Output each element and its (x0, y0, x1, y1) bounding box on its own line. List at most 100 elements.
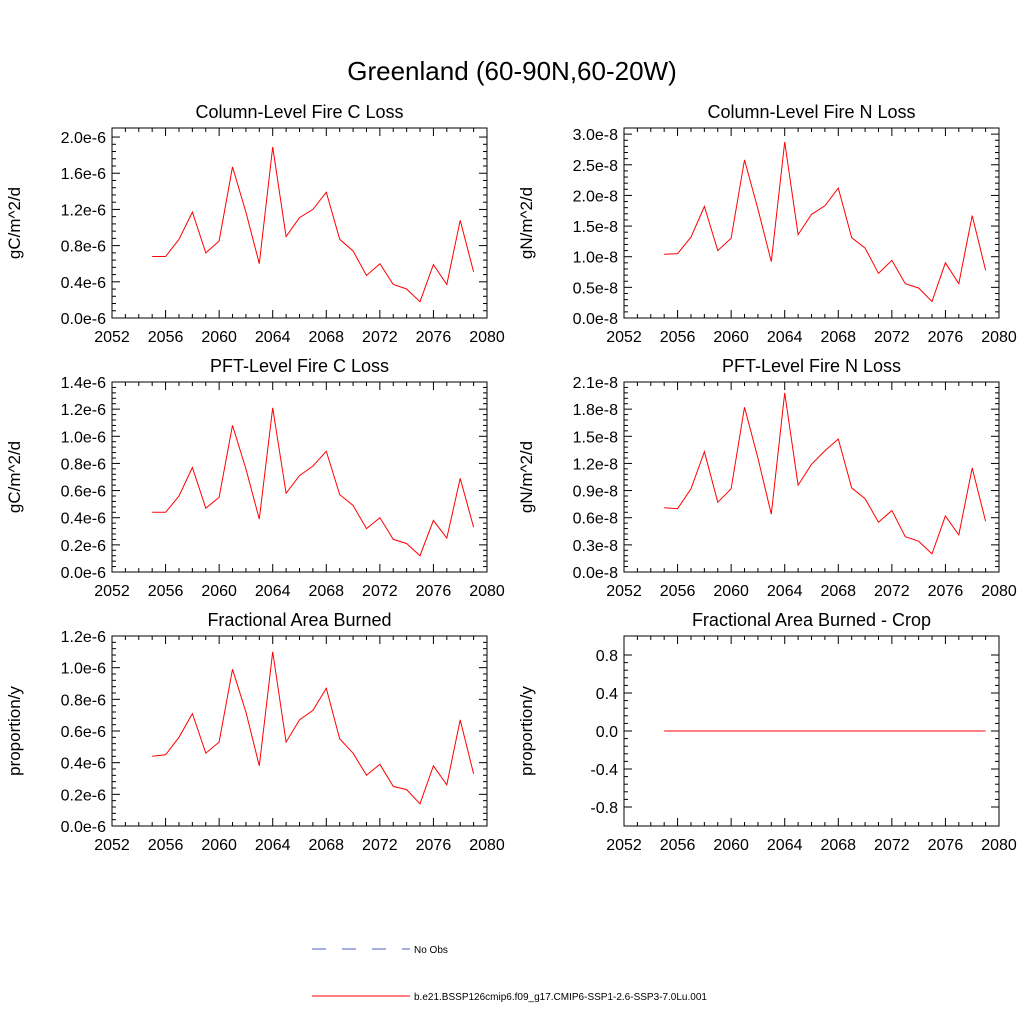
x-tick-label: 2060 (713, 583, 749, 600)
series-line-1 (152, 407, 475, 557)
x-tick-label: 2064 (767, 583, 803, 600)
x-tick-label: 2080 (981, 583, 1017, 600)
x-tick-label: 2068 (820, 583, 856, 600)
y-axis-label: proportion/y (517, 686, 536, 776)
series-line-1 (152, 146, 475, 303)
panel-title: Fractional Area Burned - Crop (692, 610, 931, 630)
y-tick-label: 1.2e-6 (61, 202, 106, 219)
y-tick-label: 1.0e-6 (61, 429, 106, 446)
x-tick-label: 2080 (981, 837, 1017, 854)
y-tick-label: 0.4e-6 (61, 511, 106, 528)
y-tick-label: 0.0e-6 (61, 565, 106, 582)
legend-label: No Obs (414, 945, 448, 956)
x-tick-label: 2064 (767, 329, 803, 346)
x-tick-label: 2072 (874, 583, 910, 600)
x-tick-label: 2080 (469, 583, 505, 600)
x-tick-label: 2056 (660, 837, 696, 854)
y-tick-label: 2.5e-8 (573, 158, 618, 175)
x-tick-label: 2068 (820, 329, 856, 346)
y-tick-label: 0.8e-6 (61, 692, 106, 709)
x-tick-label: 2064 (255, 583, 291, 600)
chart-panel-4: PFT-Level Fire N Loss 2052 2056 2060 2064 206… (517, 356, 1017, 600)
plot-frame (623, 381, 1000, 573)
y-tick-label: 0.2e-6 (61, 538, 106, 555)
y-tick-label: 1.2e-8 (573, 456, 618, 473)
y-axis-label: gN/m^2/d (517, 187, 536, 259)
panel-title: PFT-Level Fire N Loss (722, 356, 901, 376)
x-tick-label: 2056 (148, 329, 184, 346)
plot-frame (623, 127, 1000, 319)
plot-frame (111, 381, 488, 573)
series-line-1 (152, 651, 475, 805)
x-tick-label: 2064 (255, 329, 291, 346)
y-tick-label: 0.4 (596, 686, 618, 703)
y-tick-label: 0.8 (596, 648, 618, 665)
y-tick-label: 3.0e-8 (573, 127, 618, 144)
x-tick-label: 2076 (928, 583, 964, 600)
x-tick-label: 2060 (713, 837, 749, 854)
chart-panel-6: Fractional Area Burned - Crop 2052 2056 206… (517, 610, 1017, 854)
x-tick-label: 2080 (469, 329, 505, 346)
y-tick-label: 0.0 (596, 724, 618, 741)
y-tick-label: -0.4 (590, 762, 618, 779)
legend-label: b.e21.BSSP126cmip6.f09_g17.CMIP6-SSP1-2.… (414, 992, 707, 1003)
x-tick-label: 2076 (928, 837, 964, 854)
x-tick-label: 2076 (416, 837, 452, 854)
x-tick-label: 2072 (362, 583, 398, 600)
y-tick-label: 0.4e-6 (61, 756, 106, 773)
y-tick-label: 2.0e-6 (61, 130, 106, 147)
y-tick-label: 0.9e-8 (573, 484, 618, 501)
panel-title: Column-Level Fire C Loss (195, 102, 403, 122)
y-tick-label: 1.5e-8 (573, 429, 618, 446)
y-tick-label: 0.2e-6 (61, 787, 106, 804)
series-line-1 (664, 142, 987, 303)
x-tick-label: 2056 (148, 837, 184, 854)
series-line-1 (664, 392, 987, 555)
x-tick-label: 2072 (362, 837, 398, 854)
x-tick-label: 2060 (201, 583, 237, 600)
y-tick-label: 1.8e-8 (573, 402, 618, 419)
y-tick-label: 1.5e-8 (573, 219, 618, 236)
y-tick-label: 2.1e-8 (573, 375, 618, 392)
chart-panel-3: PFT-Level Fire C Loss 2052 2056 2060 2064 206… (5, 356, 505, 600)
x-tick-label: 2072 (362, 329, 398, 346)
x-tick-label: 2060 (201, 837, 237, 854)
y-tick-label: 1.6e-6 (61, 166, 106, 183)
x-tick-label: 2052 (94, 583, 130, 600)
chart-panel-2: Column-Level Fire N Loss 2052 2056 2060 2064… (517, 102, 1017, 346)
panels: Column-Level Fire C Loss 2052 2056 2060 2064… (5, 102, 1017, 854)
y-tick-label: 0.6e-8 (573, 511, 618, 528)
x-tick-label: 2060 (713, 329, 749, 346)
x-tick-label: 2076 (416, 583, 452, 600)
figure-title: Greenland (60-90N,60-20W) (347, 56, 677, 86)
plot-frame (111, 635, 488, 827)
x-tick-label: 2068 (308, 837, 344, 854)
y-axis-label: gN/m^2/d (517, 441, 536, 513)
x-tick-label: 2064 (255, 837, 291, 854)
x-tick-label: 2080 (981, 329, 1017, 346)
x-tick-label: 2064 (767, 837, 803, 854)
legend: No Obs b.e21.BSSP126cmip6.f09_g17.CMIP6-S… (312, 945, 707, 1003)
panel-title: Fractional Area Burned (207, 610, 391, 630)
y-tick-label: -0.8 (590, 800, 618, 817)
x-tick-label: 2052 (606, 583, 642, 600)
y-tick-label: 0.6e-6 (61, 724, 106, 741)
y-tick-label: 1.0e-6 (61, 661, 106, 678)
y-axis-label: gC/m^2/d (5, 441, 24, 513)
plot-frame (111, 127, 488, 319)
x-tick-label: 2068 (308, 329, 344, 346)
y-tick-label: 0.3e-8 (573, 538, 618, 555)
y-tick-label: 0.0e-8 (573, 565, 618, 582)
x-tick-label: 2052 (94, 329, 130, 346)
y-tick-label: 0.8e-6 (61, 456, 106, 473)
x-tick-label: 2068 (308, 583, 344, 600)
x-tick-label: 2052 (606, 329, 642, 346)
y-tick-label: 1.2e-6 (61, 402, 106, 419)
x-tick-label: 2052 (94, 837, 130, 854)
y-tick-label: 1.2e-6 (61, 629, 106, 646)
x-tick-label: 2052 (606, 837, 642, 854)
y-axis-label: gC/m^2/d (5, 187, 24, 259)
y-tick-label: 0.0e-6 (61, 311, 106, 328)
y-tick-label: 0.4e-6 (61, 275, 106, 292)
